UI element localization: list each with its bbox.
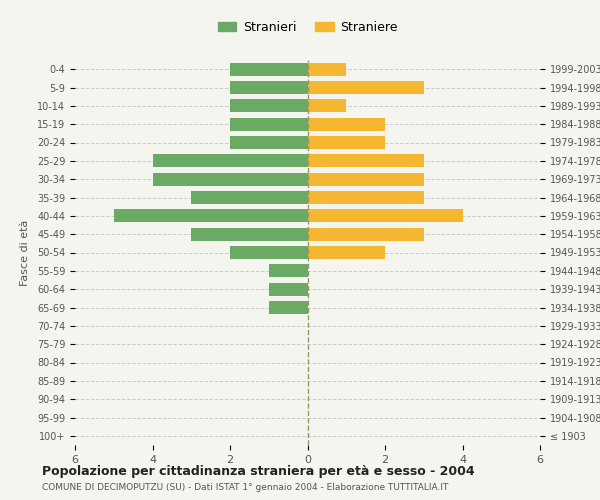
Bar: [308, 136, 385, 149]
Bar: [308, 246, 385, 259]
Bar: [191, 228, 308, 240]
Bar: [308, 210, 463, 222]
Legend: Stranieri, Straniere: Stranieri, Straniere: [212, 16, 403, 39]
Bar: [269, 264, 308, 277]
Bar: [308, 191, 424, 204]
Bar: [230, 246, 308, 259]
Bar: [230, 81, 308, 94]
Bar: [152, 173, 308, 186]
Bar: [308, 173, 424, 186]
Bar: [269, 301, 308, 314]
Bar: [152, 154, 308, 167]
Bar: [308, 100, 346, 112]
Text: COMUNE DI DECIMOPUTZU (SU) - Dati ISTAT 1° gennaio 2004 - Elaborazione TUTTITALI: COMUNE DI DECIMOPUTZU (SU) - Dati ISTAT …: [42, 482, 448, 492]
Bar: [230, 118, 308, 130]
Bar: [308, 154, 424, 167]
Bar: [230, 63, 308, 76]
Bar: [308, 63, 346, 76]
Bar: [230, 136, 308, 149]
Bar: [230, 100, 308, 112]
Bar: [308, 81, 424, 94]
Bar: [114, 210, 308, 222]
Text: Popolazione per cittadinanza straniera per età e sesso - 2004: Popolazione per cittadinanza straniera p…: [42, 465, 475, 478]
Y-axis label: Fasce di età: Fasce di età: [20, 220, 30, 286]
Bar: [269, 283, 308, 296]
Bar: [308, 118, 385, 130]
Bar: [191, 191, 308, 204]
Bar: [308, 228, 424, 240]
